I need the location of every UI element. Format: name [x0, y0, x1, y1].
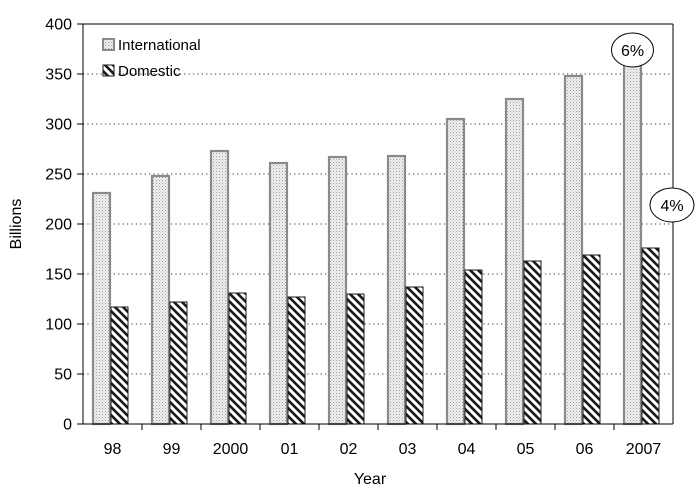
y-tick-label: 0: [63, 417, 72, 434]
legend-label-domestic: Domestic: [118, 63, 181, 80]
annotations: 6% 4%: [611, 32, 695, 223]
bar-international: [622, 60, 643, 426]
x-tick-label: 2000: [213, 441, 249, 458]
annotation-domestic-growth: 4%: [660, 198, 683, 215]
x-tick-label: 98: [104, 441, 122, 458]
y-axis-label: Billions: [8, 199, 25, 250]
x-tick-label: 06: [576, 441, 594, 458]
bars: [91, 60, 660, 426]
bar-international: [563, 74, 584, 426]
y-tick-label: 400: [45, 17, 72, 34]
x-tick-label: 03: [399, 441, 417, 458]
bar-domestic: [228, 292, 247, 425]
bar-international: [327, 155, 348, 426]
x-tick-label: 01: [281, 441, 299, 458]
y-tick-label: 50: [54, 367, 72, 384]
y-tick-label: 250: [45, 167, 72, 184]
bar-domestic: [110, 306, 129, 425]
bar-domestic: [169, 301, 188, 425]
bar-domestic: [464, 269, 483, 425]
bar-international: [268, 161, 289, 426]
y-tick-label: 300: [45, 117, 72, 134]
x-tick-labels: 98 99 2000 01 02 03 04 05 06 2007: [104, 424, 662, 458]
bar-domestic: [287, 296, 306, 425]
y-tick-label: 350: [45, 67, 72, 84]
bar-domestic: [582, 254, 601, 425]
bar-international: [386, 154, 407, 426]
bar-domestic: [641, 247, 660, 425]
x-tick-label: 05: [517, 441, 535, 458]
y-tick-label: 150: [45, 267, 72, 284]
bar-domestic: [346, 293, 365, 425]
legend-swatch-international: [102, 38, 115, 51]
bar-international: [209, 149, 230, 426]
legend: International Domestic: [102, 37, 201, 80]
bar-international: [150, 174, 171, 426]
annotation-international-growth: 6%: [621, 43, 644, 60]
y-tick-label: 200: [45, 217, 72, 234]
legend-label-international: International: [118, 37, 201, 54]
y-tick-label: 100: [45, 317, 72, 334]
bar-international: [504, 97, 525, 426]
annotation-oval: [649, 187, 695, 223]
annotation-oval: [611, 32, 654, 68]
bar-international: [445, 117, 466, 426]
x-tick-label: 04: [458, 441, 476, 458]
x-tick-label: 02: [340, 441, 358, 458]
bar-international: [91, 191, 112, 426]
x-tick-label: 2007: [626, 441, 662, 458]
x-tick-label: 99: [163, 441, 181, 458]
bar-domestic: [523, 260, 542, 425]
x-axis-label: Year: [354, 471, 387, 488]
y-tick-labels: 0 50 100 150 200 250 300 350 400: [45, 17, 83, 434]
legend-swatch-domestic: [102, 64, 115, 77]
bar-domestic: [405, 286, 424, 425]
